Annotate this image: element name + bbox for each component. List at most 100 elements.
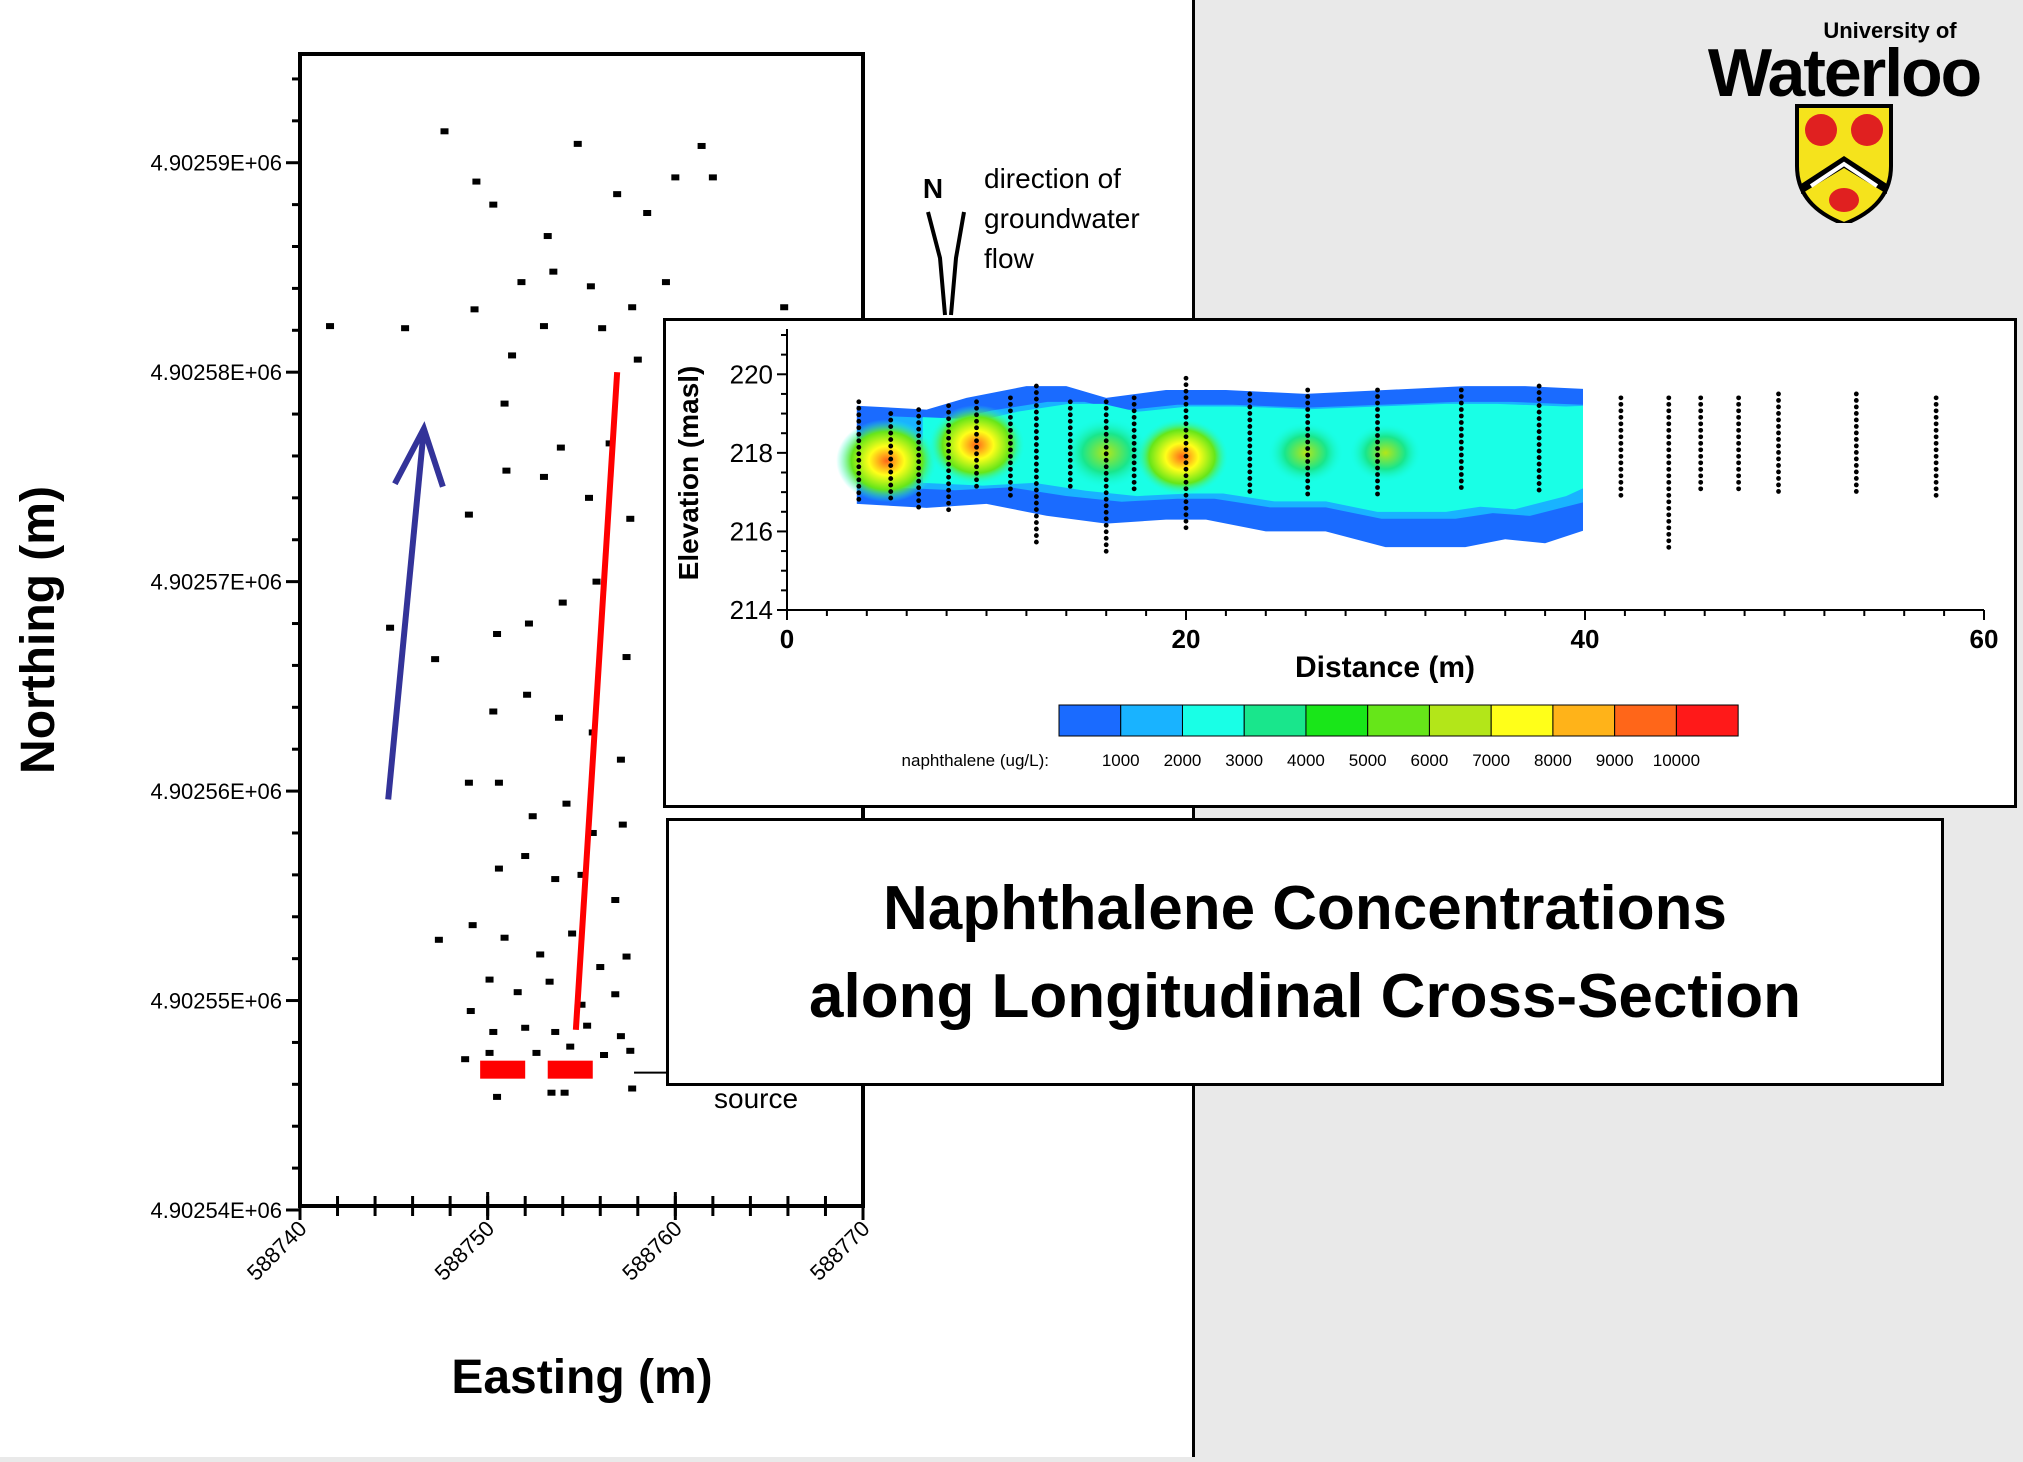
monitoring-point (633, 356, 642, 363)
sample-point (1103, 548, 1109, 554)
sample-point (1183, 395, 1189, 401)
sample-point (1698, 447, 1704, 453)
sample-point (1103, 412, 1109, 418)
sample-point (1666, 544, 1672, 550)
monitoring-point (598, 325, 607, 332)
sample-point (888, 417, 894, 423)
sample-point (1375, 446, 1380, 451)
sampling-well (1736, 395, 1742, 492)
sample-point (916, 459, 922, 465)
sample-point (1458, 400, 1464, 406)
sample-point (1103, 470, 1109, 476)
sample-point (946, 403, 951, 409)
sample-point (1933, 453, 1939, 459)
sample-point (974, 418, 979, 424)
sample-point (1305, 439, 1311, 445)
monitoring-point (539, 323, 548, 330)
sample-point (1183, 486, 1189, 492)
sample-point (888, 469, 894, 475)
sample-point (1033, 455, 1039, 460)
sample-point (1067, 464, 1073, 470)
sample-point (1131, 408, 1137, 414)
sample-point (1033, 442, 1039, 447)
sample-point (1853, 463, 1859, 468)
monitoring-point (554, 714, 563, 721)
sample-point (1008, 460, 1013, 466)
sample-point (856, 477, 862, 483)
sample-point (1247, 404, 1253, 410)
sample-point (1067, 477, 1073, 483)
monitoring-point (661, 279, 670, 286)
sampling-well (974, 399, 979, 489)
sample-point (1008, 440, 1013, 446)
sample-point (974, 425, 979, 431)
source-zone (547, 1060, 593, 1079)
sample-point (1008, 408, 1013, 414)
sample-point (1183, 382, 1189, 388)
sample-point (946, 461, 951, 467)
y-tick-label: 4.90257E+06 (150, 570, 282, 595)
sample-point (1458, 407, 1464, 412)
sample-point (1698, 395, 1704, 401)
sampling-well (1933, 395, 1939, 498)
sample-point (1458, 413, 1464, 419)
sample-point (1853, 476, 1859, 481)
monitoring-point (470, 306, 479, 313)
monitoring-point (708, 174, 717, 181)
sample-point (1033, 468, 1039, 473)
x-axis-title: Easting (m) (451, 1351, 712, 1404)
y-tick-label: 4.90256E+06 (150, 779, 282, 804)
sample-point (1536, 481, 1542, 486)
title-line-2: along Longitudinal Cross-Section (809, 962, 1801, 1031)
monitoring-point (472, 178, 481, 185)
sample-point (1305, 433, 1311, 438)
sample-point (1853, 398, 1859, 403)
sample-point (1618, 427, 1624, 433)
sampling-well (1375, 387, 1380, 497)
monitoring-point (513, 989, 522, 996)
sampling-well (1536, 383, 1542, 493)
sample-point (856, 399, 862, 405)
sample-point (1033, 494, 1039, 499)
sample-point (946, 422, 951, 428)
sample-point (1736, 453, 1742, 459)
sample-point (1183, 505, 1189, 511)
flow-label-line-3: flow (984, 243, 1035, 274)
sample-point (1183, 440, 1189, 446)
sample-point (856, 438, 862, 444)
sample-point (1103, 496, 1109, 502)
university-logo: University of Waterloo (1690, 8, 2000, 227)
sample-point (1375, 465, 1380, 471)
sample-point (1033, 435, 1039, 441)
sample-point (1375, 407, 1380, 412)
sampling-well (1458, 387, 1464, 490)
sample-point (1618, 434, 1624, 440)
monitoring-point (549, 268, 558, 275)
sample-point (1666, 395, 1672, 401)
monitoring-point (528, 813, 537, 820)
colorbar-swatch (1305, 704, 1369, 737)
sample-point (1103, 516, 1109, 522)
colorbar-swatch (1552, 704, 1616, 737)
sample-point (1067, 418, 1073, 424)
sample-point (1736, 395, 1742, 401)
sample-point (1131, 427, 1137, 433)
sample-point (1736, 408, 1742, 414)
sample-point (1698, 473, 1704, 479)
sample-point (1375, 387, 1380, 393)
sample-point (1666, 525, 1672, 531)
y-tick-label: 4.90259E+06 (150, 151, 282, 176)
sample-point (1183, 492, 1189, 498)
sample-point (946, 474, 951, 480)
monitoring-point (551, 876, 560, 883)
sample-point (1736, 460, 1742, 466)
sample-point (1183, 427, 1189, 433)
sample-point (1536, 468, 1542, 473)
title-box: Naphthalene Concentrations along Longitu… (666, 818, 1944, 1086)
sample-point (1067, 451, 1073, 457)
sample-point (1305, 446, 1311, 451)
sample-point (1247, 398, 1253, 403)
sample-point (1698, 440, 1704, 446)
colorbar-tick-label: 7000 (1472, 751, 1510, 770)
monitoring-point (566, 1043, 575, 1050)
